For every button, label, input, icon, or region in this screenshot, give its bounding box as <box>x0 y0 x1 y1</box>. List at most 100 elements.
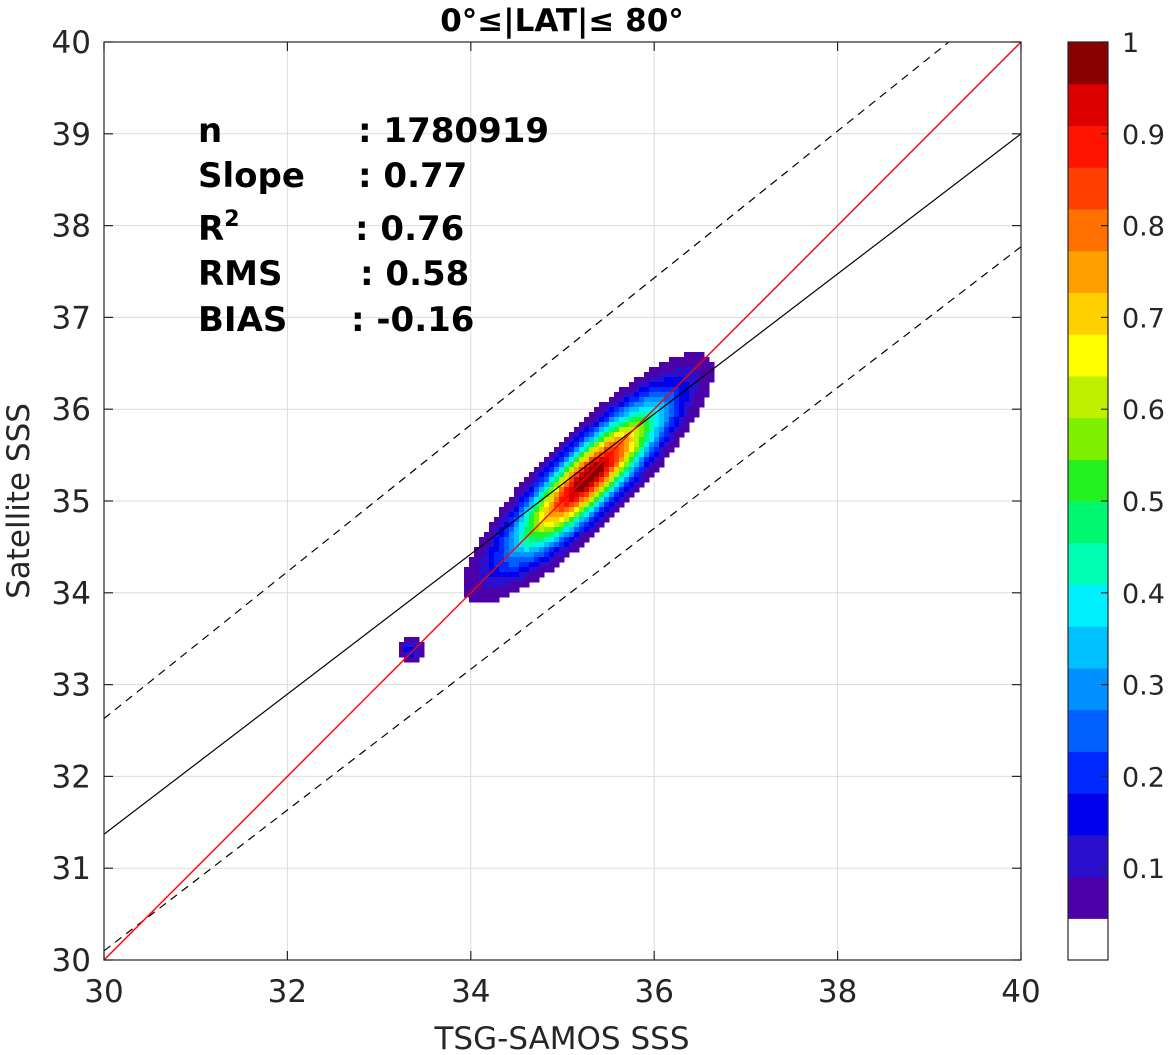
density-cell <box>669 402 675 408</box>
density-cell <box>664 367 670 373</box>
density-cell <box>694 372 700 378</box>
density-cell <box>674 417 680 423</box>
density-cell <box>579 477 585 483</box>
density-cell <box>594 502 600 508</box>
density-cell <box>654 417 660 423</box>
density-cell <box>549 562 555 568</box>
density-cell <box>574 482 580 488</box>
density-cell <box>499 517 505 523</box>
density-cell <box>574 427 580 433</box>
density-cell <box>469 557 475 563</box>
density-cell <box>494 587 500 593</box>
density-cell <box>569 542 575 548</box>
density-cell <box>619 447 625 453</box>
density-cell <box>559 542 565 548</box>
density-cell <box>559 467 565 473</box>
density-cell <box>504 527 510 533</box>
density-cell <box>584 502 590 508</box>
density-cell <box>679 417 685 423</box>
axis-ticks: 30 32 34 36 38 40 30 31 32 33 34 35 36 37 38 39 40 <box>52 25 1041 1010</box>
density-cell <box>594 407 600 413</box>
density-cell <box>664 387 670 393</box>
density-cell <box>579 542 585 548</box>
density-cell <box>554 492 560 498</box>
density-cell <box>614 462 620 468</box>
density-cell <box>549 532 555 538</box>
density-cell <box>704 382 710 388</box>
density-cell <box>614 417 620 423</box>
density-cell <box>594 467 600 473</box>
density-cell <box>539 462 545 468</box>
y-axis-label: Satellite SSS <box>1 403 37 599</box>
density-cell <box>689 387 695 393</box>
density-cell <box>529 532 535 538</box>
density-cell <box>584 517 590 523</box>
density-cell <box>639 427 645 433</box>
density-cell <box>654 467 660 473</box>
density-cell <box>654 402 660 408</box>
density-cell <box>679 377 685 383</box>
chart-title: 0°≤|LAT|≤ 80° <box>440 3 684 39</box>
density-cell <box>669 437 675 443</box>
density-cell <box>489 592 495 598</box>
density-cell <box>399 647 405 653</box>
density-cell <box>529 522 535 528</box>
density-cell <box>544 567 550 573</box>
density-cell <box>504 502 510 508</box>
density-cell <box>619 397 625 403</box>
density-cell <box>589 442 595 448</box>
density-cell <box>609 407 615 413</box>
density-cell <box>504 587 510 593</box>
density-cell <box>589 462 595 468</box>
density-cell <box>509 552 515 558</box>
density-cell <box>604 487 610 493</box>
density-cell <box>649 367 655 373</box>
density-cell <box>464 582 470 588</box>
density-cell <box>484 557 490 563</box>
density-cell <box>534 557 540 563</box>
density-cell <box>609 442 615 448</box>
density-cell <box>524 547 530 553</box>
density-cell <box>554 457 560 463</box>
density-cell <box>669 442 675 448</box>
density-cell <box>409 637 415 643</box>
density-cell <box>539 572 545 578</box>
density-cell <box>599 457 605 463</box>
density-cell <box>554 452 560 458</box>
density-cell <box>619 467 625 473</box>
density-cell <box>509 527 515 533</box>
density-cell <box>514 512 520 518</box>
density-cell <box>644 397 650 403</box>
density-cell <box>484 597 490 603</box>
density-cell <box>609 417 615 423</box>
density-cell <box>599 442 605 448</box>
density-cell <box>569 437 575 443</box>
colorbar-segment <box>1068 709 1108 752</box>
colorbar-segment <box>1068 501 1108 544</box>
density-cell <box>604 472 610 478</box>
y-tick-label: 39 <box>52 117 91 153</box>
stat-label-superscript: 2 <box>224 207 239 232</box>
density-cell <box>564 452 570 458</box>
density-cell <box>519 582 525 588</box>
density-cell <box>634 482 640 488</box>
colorbar-segment <box>1068 584 1108 627</box>
density-cell <box>579 462 585 468</box>
density-cell <box>554 477 560 483</box>
density-cell <box>584 522 590 528</box>
density-cell <box>604 427 610 433</box>
density-cell <box>514 492 520 498</box>
density-cell <box>504 582 510 588</box>
density-cell <box>694 377 700 383</box>
density-cell <box>499 547 505 553</box>
density-cell <box>514 537 520 543</box>
density-cell <box>559 502 565 508</box>
density-cell <box>589 507 595 513</box>
stat-label: RMS <box>198 254 283 294</box>
density-cell <box>589 512 595 518</box>
density-cell <box>614 442 620 448</box>
density-cell <box>549 487 555 493</box>
density-cell <box>679 397 685 403</box>
density-cell <box>649 427 655 433</box>
density-cell <box>669 432 675 438</box>
